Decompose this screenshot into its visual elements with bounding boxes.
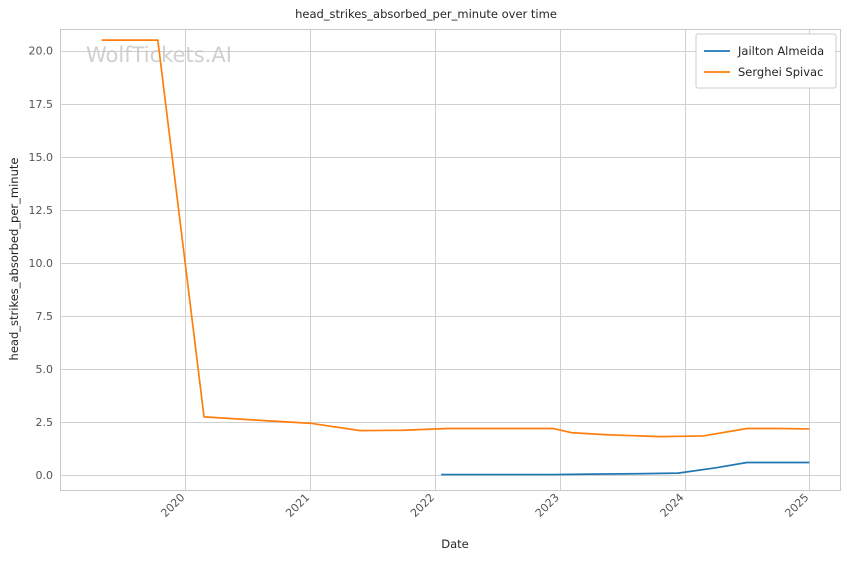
legend-item-label[interactable]: Serghei Spivac (738, 65, 823, 79)
y-tick-label: 5.0 (36, 363, 54, 376)
x-tick-label: 2021 (283, 491, 312, 520)
plot-area-border (59, 28, 842, 492)
y-tick-label: 2.5 (36, 416, 54, 429)
y-tick-label: 0.0 (36, 469, 54, 482)
y-axis-title: head_strikes_absorbed_per_minute (7, 158, 21, 361)
y-tick-label: 12.5 (29, 204, 54, 217)
y-tick-label: 10.0 (29, 257, 54, 270)
x-tick-label: 2025 (782, 491, 811, 520)
x-axis-title: Date (441, 537, 469, 551)
y-tick-label: 20.0 (29, 45, 54, 58)
x-tick-label: 2022 (408, 491, 437, 520)
series-line-serghei-spivac (101, 39, 810, 438)
series-line-jailton-almeida (441, 461, 810, 476)
x-tick-label: 2023 (533, 491, 562, 520)
x-axis-tick-labels: 2020 2021 2022 2023 2024 2025 (158, 491, 811, 520)
x-tick-label: 2024 (658, 491, 687, 520)
y-axis-tick-labels: 0.0 2.5 5.0 7.5 10.0 12.5 15.0 17.5 20.0 (29, 45, 54, 482)
legend-background (695, 33, 837, 89)
data-series-layer (101, 39, 810, 476)
chart-title: head_strikes_absorbed_per_minute over ti… (295, 7, 557, 21)
chart-legend[interactable]: Jailton Almeida Serghei Spivac (695, 33, 837, 89)
x-tick-label: 2020 (158, 491, 187, 520)
legend-item-label[interactable]: Jailton Almeida (737, 44, 824, 58)
gridlines (60, 29, 841, 491)
y-tick-label: 7.5 (36, 310, 54, 323)
y-tick-label: 15.0 (29, 151, 54, 164)
y-tick-label: 17.5 (29, 98, 54, 111)
